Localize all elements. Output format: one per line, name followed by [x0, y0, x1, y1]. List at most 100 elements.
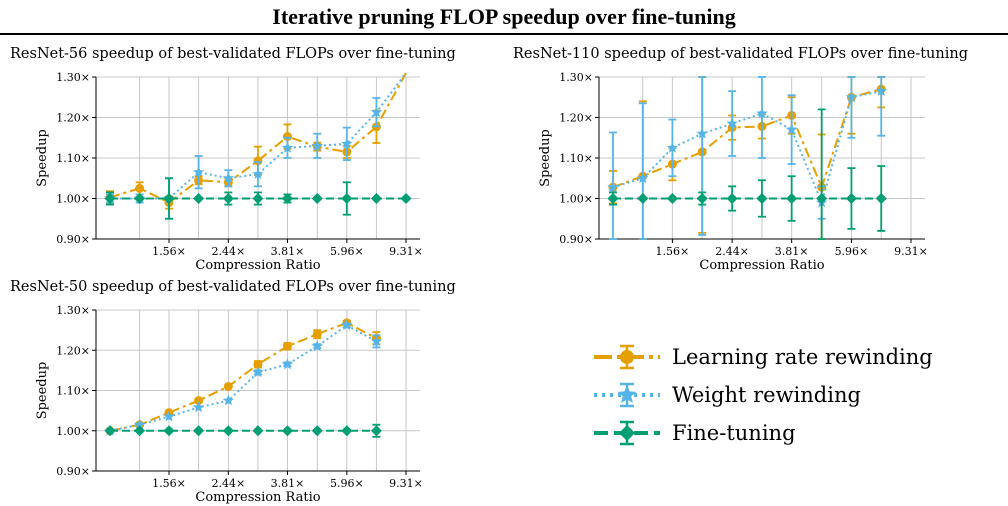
y-tick-label: 1.20×: [56, 344, 90, 357]
legend-label-wr: Weight rewinding: [672, 383, 861, 407]
ft-point: [341, 425, 353, 437]
wr-point: [311, 340, 323, 352]
ft-point: [341, 193, 353, 204]
wr-point: [845, 91, 858, 103]
legend-item-lr: Learning rate rewinding: [592, 338, 933, 376]
wr-point: [696, 127, 708, 139]
y-axis-label: Speedup: [35, 362, 50, 420]
wr-point: [785, 123, 798, 135]
wr-point: [726, 117, 738, 129]
lr-point: [282, 132, 292, 142]
x-axis-label: Compression Ratio: [195, 490, 320, 505]
ft-point: [311, 425, 323, 437]
x-axis-label: Compression Ratio: [699, 258, 824, 273]
wr-legend-icon: [594, 382, 660, 408]
wr-point: [192, 401, 205, 413]
ft-point: [104, 193, 116, 204]
ft-point: [370, 425, 382, 437]
ft-point: [134, 425, 146, 437]
wr-point: [370, 335, 383, 347]
lr-point: [312, 329, 322, 339]
lr-point: [253, 156, 263, 166]
wr-point: [222, 394, 235, 406]
wr-point: [311, 139, 323, 151]
y-tick-label: 1.20×: [559, 112, 593, 125]
x-tick-label: 5.96×: [835, 245, 869, 258]
wr-point: [252, 168, 264, 180]
wr-point: [192, 166, 205, 178]
x-tick-label: 3.81×: [271, 245, 305, 258]
wr-point: [607, 181, 619, 193]
legend-label-ft: Fine-tuning: [672, 421, 796, 445]
legend-item-wr: Weight rewinding: [592, 376, 933, 414]
wr-point: [163, 410, 175, 422]
panel-title: ResNet-110 speedup of best-validated FLO…: [513, 46, 968, 62]
ft-point: [816, 193, 828, 204]
ft-point: [400, 193, 412, 204]
y-tick-label: 1.10×: [56, 152, 90, 165]
wr-point: [666, 141, 679, 153]
ft-point: [875, 193, 887, 204]
lr-point: [135, 183, 145, 193]
ft-point: [163, 425, 175, 437]
lr-series-line: [612, 88, 882, 191]
ft-point: [696, 193, 708, 204]
ft-point: [193, 193, 205, 204]
ft-point: [845, 193, 857, 204]
y-tick-label: 0.90×: [559, 233, 593, 246]
y-axis-label: Speedup: [538, 129, 553, 187]
wr-point: [252, 366, 264, 378]
lr-point: [253, 359, 263, 369]
panel-title: ResNet-56 speedup of best-validated FLOP…: [10, 46, 456, 62]
x-tick-label: 5.96×: [330, 245, 364, 258]
ft-point: [311, 193, 323, 204]
ft-point: [222, 425, 234, 437]
wr-point: [637, 172, 649, 184]
wr-point: [222, 172, 235, 184]
y-tick-label: 1.00×: [559, 193, 593, 206]
x-tick-label: 1.56×: [152, 245, 186, 258]
ft-point: [726, 193, 738, 204]
wr-series-line: [109, 324, 377, 432]
wr-point: [875, 85, 887, 97]
ft-point: [666, 193, 678, 204]
x-tick-label: 1.56×: [152, 477, 186, 490]
legend: Learning rate rewinding Weight rewinding…: [592, 338, 933, 452]
ft-point: [193, 425, 205, 437]
lr-point: [194, 396, 204, 406]
y-tick-label: 0.90×: [56, 465, 90, 478]
x-tick-label: 9.31×: [894, 245, 928, 258]
ft-point: [252, 193, 264, 204]
ft-point: [222, 193, 234, 204]
lr-series-line: [109, 321, 377, 432]
x-tick-label: 2.44×: [715, 245, 749, 258]
lr-series-line: [109, 72, 407, 204]
wr-point: [756, 107, 768, 119]
ft-point: [607, 193, 619, 204]
x-tick-label: 3.81×: [271, 477, 305, 490]
wr-point: [281, 358, 294, 370]
figure-title: Iterative pruning FLOP speedup over fine…: [272, 4, 736, 29]
lr-point: [223, 381, 233, 391]
y-tick-label: 1.00×: [56, 425, 90, 438]
ft-point: [786, 193, 798, 204]
x-tick-label: 9.31×: [389, 477, 423, 490]
ft-point: [252, 425, 264, 437]
ft-point: [756, 193, 768, 204]
wr-series-line: [612, 90, 882, 206]
x-axis-label: Compression Ratio: [195, 258, 320, 273]
y-tick-label: 1.20×: [56, 112, 90, 125]
legend-label-lr: Learning rate rewinding: [672, 345, 933, 369]
ft-point: [637, 193, 649, 204]
y-tick-label: 1.30×: [559, 71, 593, 84]
lr-legend-icon: [594, 344, 660, 370]
legend-item-ft: Fine-tuning: [592, 414, 933, 452]
ft-point: [163, 193, 175, 204]
y-tick-label: 1.30×: [56, 71, 90, 84]
ft-point: [281, 193, 293, 204]
x-tick-label: 1.56×: [656, 245, 690, 258]
wr-point: [133, 418, 146, 430]
ft-point: [370, 193, 382, 204]
x-tick-label: 2.44×: [211, 245, 245, 258]
